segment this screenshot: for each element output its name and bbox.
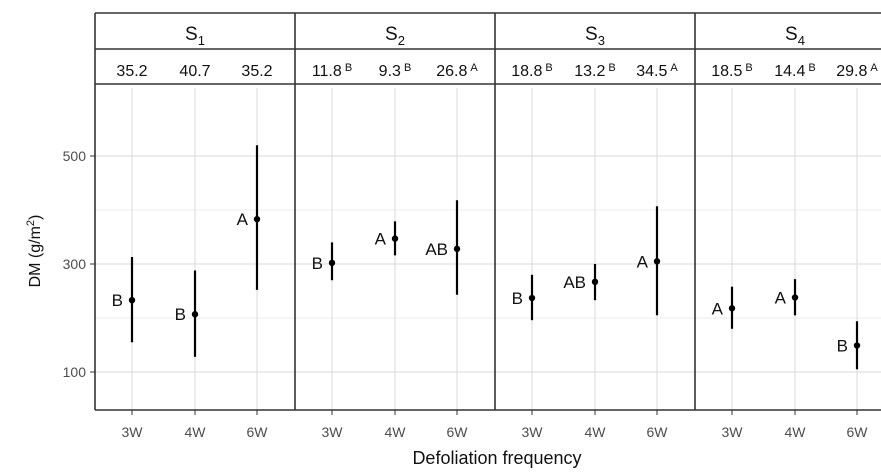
season-subscript: 1: [198, 33, 205, 48]
x-tick-label: 4W: [185, 424, 207, 440]
cv-number: 11.8: [312, 63, 342, 80]
y-axis-label-end: ): [27, 215, 44, 220]
cv-number: 18.8: [511, 63, 542, 80]
season-name: S: [585, 24, 598, 45]
cv-value: 40.7: [179, 63, 210, 80]
cv-number: 40.7: [179, 63, 210, 80]
cv-letter: A: [667, 62, 678, 74]
significance-letter: B: [112, 291, 123, 310]
season-subscript: 3: [598, 33, 605, 48]
data-point: [191, 311, 199, 318]
significance-letter: A: [637, 252, 649, 271]
cv-number: 34.5: [636, 63, 667, 80]
data-point: [528, 294, 536, 302]
cv-value: 35.2: [241, 63, 272, 80]
cv-value: 29.8 A: [836, 62, 878, 80]
cv-number: 35.2: [116, 63, 147, 80]
cv-letter: A: [867, 62, 878, 74]
y-axis-label-sup: 2: [25, 220, 37, 226]
significance-letter: A: [237, 210, 249, 229]
x-tick-label: 4W: [385, 424, 407, 440]
data-point: [653, 258, 661, 265]
cv-number: 13.2: [574, 63, 605, 80]
cv-letter: B: [401, 62, 411, 74]
cv-value: 9.3 B: [379, 62, 412, 80]
data-point: [453, 245, 461, 253]
significance-letter: AB: [425, 240, 448, 259]
x-tick-label: 3W: [122, 424, 144, 440]
cv-value: 14.4 B: [774, 62, 816, 80]
cv-value: 35.2: [116, 63, 147, 80]
season-label-4: S4: [785, 24, 805, 48]
data-point: [128, 296, 136, 304]
y-axis-label-main: DM (g/m: [27, 226, 44, 287]
season-name: S: [785, 24, 798, 45]
x-tick-label: 6W: [647, 424, 669, 440]
data-point: [253, 215, 261, 223]
cv-value: 13.2 B: [574, 62, 616, 80]
x-tick-label: 3W: [322, 424, 344, 440]
significance-letter: AB: [563, 273, 586, 292]
x-tick-label: 6W: [847, 424, 869, 440]
cv-value: 18.8 B: [511, 62, 553, 80]
x-tick-label: 3W: [722, 424, 744, 440]
cv-number: 14.4: [774, 63, 805, 80]
significance-letter: A: [375, 230, 387, 249]
cv-number: 9.3: [379, 63, 401, 80]
cv-value: 26.8 A: [436, 62, 478, 80]
y-axis: 100 300 500: [63, 148, 95, 380]
x-tick-label: 4W: [585, 424, 607, 440]
cv-value: 34.5 A: [636, 62, 678, 80]
x-tick-label: 6W: [447, 424, 469, 440]
season-label-2: S2: [385, 24, 405, 48]
cv-number: 18.5: [711, 63, 742, 80]
y-tick-label: 100: [63, 364, 87, 380]
cv-letter: B: [342, 62, 352, 74]
cv-value: 11.8 B: [312, 62, 352, 80]
significance-letter: B: [175, 305, 186, 324]
cv-letter: A: [467, 62, 478, 74]
season-subscript: 2: [398, 33, 405, 48]
x-axis: 3W 4W 6W 3W 4W 6W 3W 4W 6W 3W 4W 6W: [122, 410, 869, 440]
x-axis-label: Defoliation frequency: [412, 448, 581, 468]
cv-letter: B: [805, 62, 815, 74]
season-name: S: [185, 24, 198, 45]
season-name: S: [385, 24, 398, 45]
data-point: [391, 235, 399, 242]
season-label-1: S1: [185, 24, 205, 48]
data-point: [853, 342, 861, 349]
y-tick-label: 300: [63, 256, 87, 272]
significance-letter: A: [712, 299, 724, 318]
cv-letter: B: [542, 62, 552, 74]
data-point: [728, 305, 736, 312]
cv-letter: B: [605, 62, 615, 74]
y-axis-label: DM (g/m2): [25, 215, 44, 288]
data-point: [591, 278, 599, 286]
cv-number: 35.2: [241, 63, 272, 80]
significance-letter: B: [512, 289, 523, 308]
significance-letter: B: [312, 254, 323, 273]
cv-number: 29.8: [836, 63, 867, 80]
data-point: [328, 259, 336, 267]
x-tick-label: 3W: [522, 424, 544, 440]
significance-letter: A: [775, 288, 787, 307]
x-tick-label: 4W: [785, 424, 807, 440]
x-tick-label: 6W: [247, 424, 269, 440]
cv-letter: B: [742, 62, 752, 74]
season-label-3: S3: [585, 24, 605, 48]
season-subscript: 4: [798, 33, 805, 48]
y-tick-label: 500: [63, 148, 87, 164]
cv-value: 18.5 B: [711, 62, 753, 80]
cv-number: 26.8: [436, 63, 467, 80]
significance-letter: B: [837, 337, 848, 356]
data-point: [791, 294, 799, 301]
